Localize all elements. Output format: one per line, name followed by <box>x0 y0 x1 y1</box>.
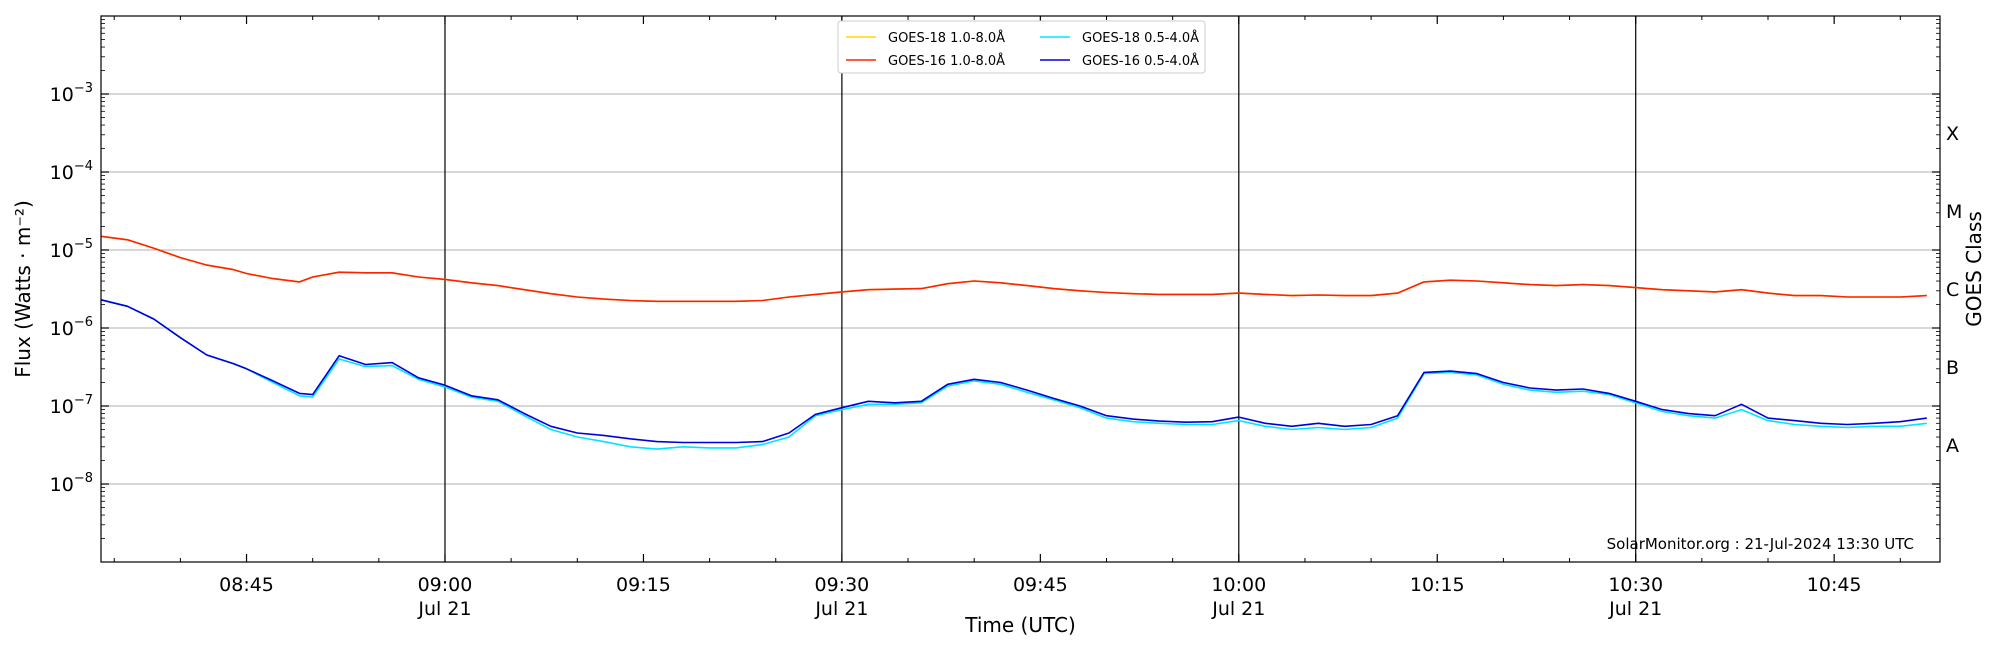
x-tick-label: 08:45 <box>219 574 274 596</box>
y-tick-label: 10−4 <box>50 159 93 184</box>
x-tick-date-label: Jul 21 <box>814 598 868 620</box>
legend-box <box>837 20 1206 74</box>
series-line <box>100 299 1927 444</box>
legend-label: GOES-18 0.5-4.0Å <box>1082 30 1199 46</box>
y-tick-label: 10−6 <box>50 315 93 340</box>
x-tick-label: 09:00 <box>418 574 473 596</box>
goes-class-label: B <box>1946 357 1959 379</box>
goes-class-label: A <box>1946 435 1959 457</box>
y-axis-title: Flux (Watts · m⁻²) <box>11 200 35 378</box>
goes-class-label: C <box>1946 279 1959 301</box>
x-tick-date-label: Jul 21 <box>1211 598 1265 620</box>
x-tick-label: 09:45 <box>1013 574 1068 596</box>
goes-class-label: M <box>1946 201 1962 223</box>
x-axis-title: Time (UTC) <box>964 613 1076 637</box>
legend-label: GOES-18 1.0-8.0Å <box>888 30 1005 46</box>
credit-text: SolarMonitor.org : 21-Jul-2024 13:30 UTC <box>1607 535 1914 553</box>
legend-label: GOES-16 0.5-4.0Å <box>1082 53 1199 69</box>
goes-class-label: X <box>1946 123 1959 145</box>
y-axis-ticks: 10−8 10−7 10−6 10−5 10−4 10−3 <box>50 19 1940 539</box>
legend-label: GOES-16 1.0-8.0Å <box>888 53 1005 69</box>
x-tick-label: 09:15 <box>616 574 671 596</box>
day-boundary-lines <box>444 16 1637 562</box>
plot-frame <box>100 15 1941 563</box>
x-tick-label: 10:45 <box>1807 574 1862 596</box>
grid-lines <box>101 93 1940 485</box>
y-tick-label: 10−5 <box>50 237 93 262</box>
goes-class-labels: A B C M X <box>1946 123 1962 457</box>
x-tick-label: 09:30 <box>815 574 870 596</box>
y-tick-label: 10−7 <box>50 393 93 418</box>
flux-series <box>100 235 1927 450</box>
y-tick-label: 10−3 <box>50 81 93 106</box>
x-tick-label: 10:30 <box>1608 574 1663 596</box>
series-line <box>100 235 1927 303</box>
x-tick-label: 10:15 <box>1410 574 1465 596</box>
y-tick-label: 10−8 <box>50 471 93 496</box>
legend: GOES-18 1.0-8.0Å GOES-18 0.5-4.0Å GOES-16 … <box>837 20 1206 74</box>
series-line <box>100 235 1927 303</box>
x-tick-label: 10:00 <box>1211 574 1266 596</box>
x-tick-date-label: Jul 21 <box>1608 598 1662 620</box>
x-tick-date-label: Jul 21 <box>417 598 471 620</box>
series-line <box>100 299 1927 450</box>
goes-class-axis-title: GOES Class <box>1962 211 1986 327</box>
